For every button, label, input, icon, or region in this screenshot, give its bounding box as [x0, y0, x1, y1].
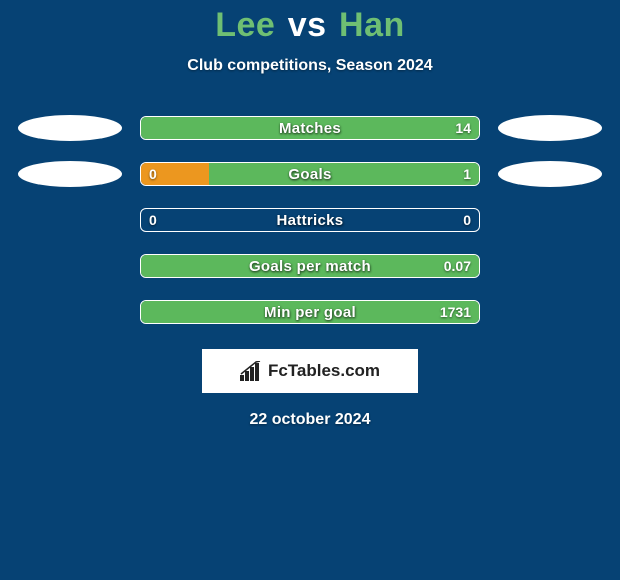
- vs-text: vs: [288, 6, 327, 44]
- stat-label: Goals per match: [141, 255, 479, 277]
- player1-photo-slot: [10, 115, 130, 141]
- stats-container: Matches14Goals01Hattricks00Goals per mat…: [10, 105, 610, 335]
- stat-row: Goals0 1: [10, 151, 610, 197]
- player2-name: Han: [339, 6, 405, 44]
- stat-label: Matches: [141, 117, 479, 139]
- stat-value-left: 0: [141, 163, 165, 185]
- stat-value-right: 1731: [432, 301, 479, 323]
- stat-row: Matches14: [10, 105, 610, 151]
- subtitle: Club competitions, Season 2024: [0, 57, 620, 75]
- stat-label: Goals: [141, 163, 479, 185]
- stat-bar: Goals0 1: [140, 162, 480, 186]
- player1-photo-placeholder: [18, 115, 122, 141]
- player1-name: Lee: [215, 6, 275, 44]
- stat-row: Hattricks0 0: [10, 197, 610, 243]
- stat-bar: Hattricks0 0: [140, 208, 480, 232]
- stat-row: Goals per match0.07: [10, 243, 610, 289]
- stat-bar: Min per goal1731: [140, 300, 480, 324]
- branding-badge: FcTables.com: [202, 349, 418, 393]
- stat-value-right: 0.07: [436, 255, 479, 277]
- player2-photo-placeholder: [498, 161, 602, 187]
- stat-value-right: 14: [447, 117, 479, 139]
- stat-value-left: 0: [141, 209, 165, 231]
- branding-text: FcTables.com: [268, 361, 380, 381]
- title: Lee vs Han: [0, 0, 620, 45]
- stat-value-right: 0: [455, 209, 479, 231]
- player2-photo-slot: [490, 115, 610, 141]
- date-text: 22 october 2024: [0, 411, 620, 429]
- bar-chart-icon: [240, 361, 262, 381]
- stat-bar: Matches14: [140, 116, 480, 140]
- stat-label: Min per goal: [141, 301, 479, 323]
- player2-photo-slot: [490, 161, 610, 187]
- stat-value-right: 1: [455, 163, 479, 185]
- stat-row: Min per goal1731: [10, 289, 610, 335]
- stat-bar: Goals per match0.07: [140, 254, 480, 278]
- player2-photo-placeholder: [498, 115, 602, 141]
- player1-photo-placeholder: [18, 161, 122, 187]
- player1-photo-slot: [10, 161, 130, 187]
- stat-label: Hattricks: [141, 209, 479, 231]
